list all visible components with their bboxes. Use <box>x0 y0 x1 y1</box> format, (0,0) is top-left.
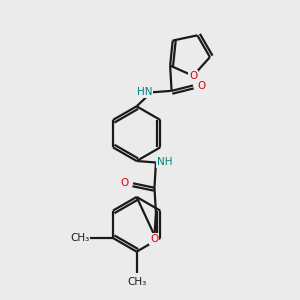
Text: CH₃: CH₃ <box>127 277 146 287</box>
Text: O: O <box>189 71 197 81</box>
Text: O: O <box>150 234 159 244</box>
Text: NH: NH <box>157 158 172 167</box>
Text: O: O <box>121 178 129 188</box>
Text: O: O <box>197 80 206 91</box>
Text: HN: HN <box>137 87 153 97</box>
Text: CH₃: CH₃ <box>70 233 89 243</box>
